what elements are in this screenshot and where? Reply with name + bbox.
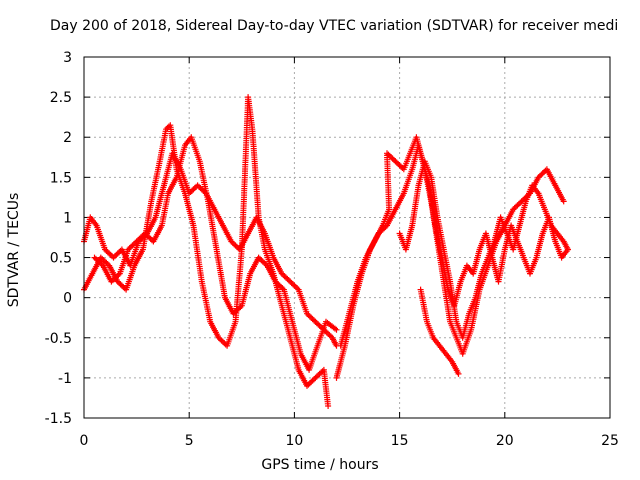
data-series xyxy=(81,94,571,409)
series-satellite-track-E xyxy=(337,134,571,349)
series-markers xyxy=(91,134,340,373)
y-tick-label: 3 xyxy=(63,50,72,66)
y-tick-label: 1.5 xyxy=(50,170,72,186)
series-satellite-track-G xyxy=(417,286,462,377)
y-tick-label: 0 xyxy=(63,291,72,307)
y-tick-label: -1 xyxy=(58,371,72,387)
series-markers xyxy=(333,142,567,381)
plot-frame xyxy=(83,56,611,419)
y-tick-label: -1.5 xyxy=(45,411,72,427)
y-tick-label: 0.5 xyxy=(50,251,72,267)
y-tick-label: -0.5 xyxy=(45,331,72,347)
y-axis-label: SDTVAR / TECUs xyxy=(6,192,22,308)
x-axis-label: GPS time / hours xyxy=(261,457,379,473)
x-tick-label: 5 xyxy=(185,433,194,449)
y-tick-label: 1 xyxy=(63,210,72,226)
series-satellite-track-D xyxy=(333,142,567,381)
x-tick-label: 25 xyxy=(601,433,619,449)
series-markers xyxy=(417,286,462,377)
x-tick-label: 0 xyxy=(80,433,89,449)
y-tick-label: 2.5 xyxy=(50,90,72,106)
x-tick-label: 10 xyxy=(285,433,303,449)
x-tick-label: 15 xyxy=(391,433,409,449)
grid-lines xyxy=(84,57,610,418)
x-tick-label: 20 xyxy=(496,433,514,449)
series-markers xyxy=(337,134,571,349)
chart-title: Day 200 of 2018, Sidereal Day-to-day VTE… xyxy=(50,18,619,34)
series-markers xyxy=(396,158,571,341)
y-tick-label: 2 xyxy=(63,130,72,146)
series-satellite-track-C xyxy=(91,134,340,373)
series-satellite-track-F xyxy=(396,158,571,341)
axis-ticks: 0 5 10 15 20 25 -1.5 -1 -0.5 0 0.5 1 1.5 2 2.5 3 xyxy=(45,50,619,449)
